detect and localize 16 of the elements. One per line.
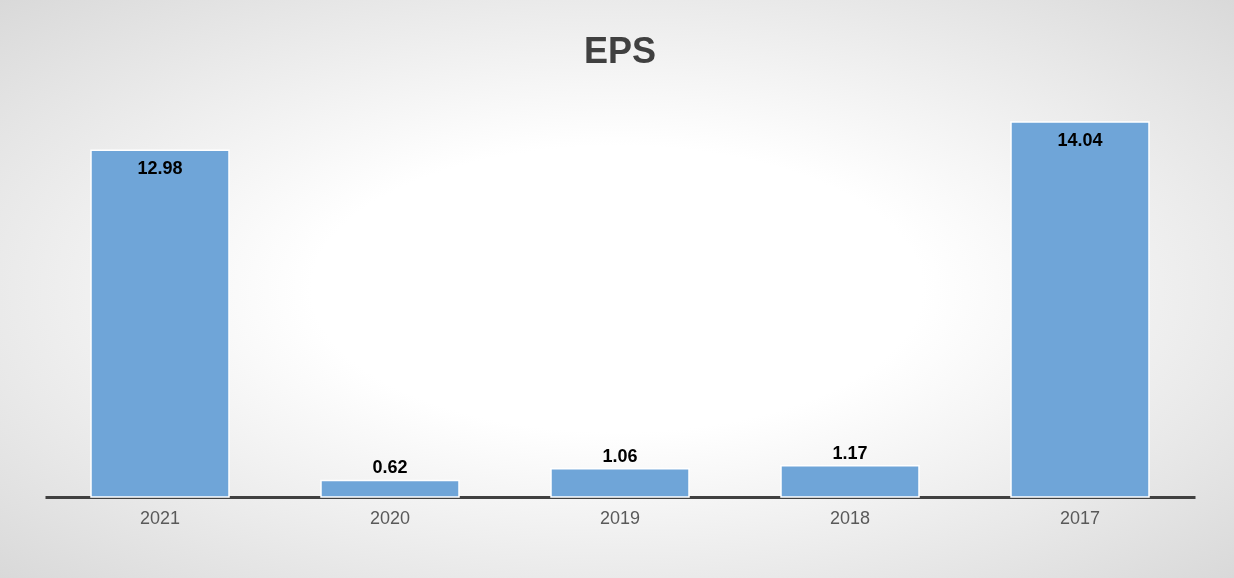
bar: [1010, 121, 1150, 498]
data-label: 1.17: [832, 442, 868, 463]
bar: [90, 149, 230, 498]
data-label: 12.98: [137, 158, 183, 179]
x-tick-label: 2021: [139, 507, 181, 528]
x-tick-label: 2019: [599, 507, 641, 528]
data-label: 14.04: [1057, 130, 1103, 150]
data-label: 1.06: [602, 445, 638, 466]
bar: [320, 479, 460, 498]
x-tick-label: 2017: [1059, 507, 1101, 528]
bar: [550, 467, 690, 498]
data-label: 0.62: [372, 457, 408, 478]
x-tick-label: 2018: [829, 507, 871, 528]
chart-title: EPS: [583, 30, 657, 72]
bar: [780, 465, 920, 498]
x-tick-label: 2020: [369, 507, 411, 528]
